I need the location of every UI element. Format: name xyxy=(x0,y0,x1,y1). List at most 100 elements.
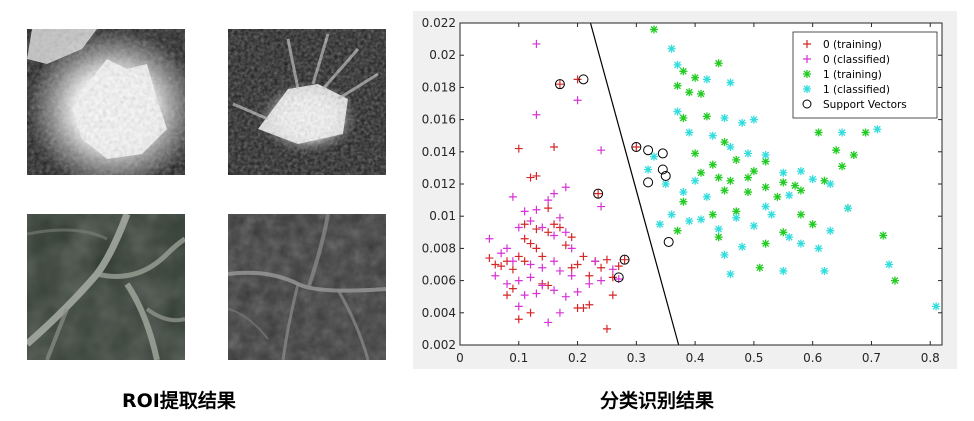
data-point xyxy=(602,324,611,333)
scatter-plot-panel: 0 0.1 0.2 0.3 0.4 0.5 0.6 0.7 0.8 0.002 0.004 0.006… xyxy=(413,11,957,369)
data-point xyxy=(485,254,494,263)
data-point xyxy=(667,44,676,53)
data-point xyxy=(597,202,606,211)
data-point xyxy=(514,144,523,153)
data-point xyxy=(585,300,594,309)
data-point xyxy=(655,220,664,229)
data-point xyxy=(532,39,541,48)
data-point xyxy=(550,257,559,266)
data-point xyxy=(702,75,711,84)
series-1 xyxy=(485,39,623,327)
data-point xyxy=(820,176,829,185)
y-tick-label: 0.008 xyxy=(422,241,456,255)
data-point xyxy=(720,250,729,259)
data-point xyxy=(585,271,594,280)
data-point xyxy=(738,242,747,251)
data-point xyxy=(732,213,741,222)
data-point xyxy=(532,289,541,298)
data-point xyxy=(738,118,747,127)
roi-tile-top-right xyxy=(228,29,386,175)
data-point xyxy=(555,80,564,89)
data-point xyxy=(779,266,788,275)
y-tick-label: 0.016 xyxy=(422,113,456,127)
data-point xyxy=(796,210,805,219)
data-point xyxy=(579,303,588,312)
data-point xyxy=(597,276,606,285)
data-point xyxy=(779,228,788,237)
data-point xyxy=(796,239,805,248)
support-vector-marker xyxy=(578,74,589,85)
legend-marker xyxy=(802,99,812,109)
data-point xyxy=(744,173,753,182)
data-point xyxy=(826,226,835,235)
data-point xyxy=(861,128,870,137)
data-point xyxy=(597,146,606,155)
x-tick-label: 0.5 xyxy=(744,351,763,365)
data-point xyxy=(779,178,788,187)
data-point xyxy=(808,175,817,184)
support-vector-marker xyxy=(554,79,565,90)
roi-image-3 xyxy=(27,214,185,360)
y-tick-label: 0.018 xyxy=(422,80,456,94)
data-point xyxy=(561,292,570,301)
data-point xyxy=(514,315,523,324)
data-point xyxy=(726,176,735,185)
y-tick-label: 0.02 xyxy=(429,48,456,62)
data-point xyxy=(673,60,682,69)
data-point xyxy=(697,215,705,224)
data-point xyxy=(708,210,717,219)
data-point xyxy=(532,244,541,253)
data-point xyxy=(691,149,700,158)
data-point xyxy=(879,231,888,240)
data-point xyxy=(726,142,735,151)
legend-box xyxy=(792,31,938,119)
legend-marker xyxy=(803,55,811,63)
data-point xyxy=(538,263,547,272)
data-point xyxy=(767,210,776,219)
data-point xyxy=(620,255,629,264)
data-point xyxy=(679,188,688,197)
data-point xyxy=(873,125,882,134)
data-point xyxy=(608,273,617,282)
data-point xyxy=(532,171,541,180)
support-vector-marker xyxy=(657,164,668,175)
data-point xyxy=(555,213,564,222)
data-point xyxy=(491,271,500,280)
support-vector-marker xyxy=(663,236,674,247)
data-point xyxy=(761,239,770,248)
data-point xyxy=(508,192,517,201)
scatter-plot: 0 0.1 0.2 0.3 0.4 0.5 0.6 0.7 0.8 0.002 0.004 0.006… xyxy=(422,16,943,365)
data-point xyxy=(708,160,717,169)
data-point xyxy=(526,308,535,317)
data-point xyxy=(514,223,523,232)
data-point xyxy=(744,149,753,158)
y-tick-label: 0.002 xyxy=(422,338,456,352)
data-point xyxy=(573,260,582,269)
legend-label: 1 (training) xyxy=(823,69,882,81)
data-point xyxy=(779,168,788,177)
data-point xyxy=(520,220,529,229)
data-point xyxy=(832,146,841,155)
data-point xyxy=(814,128,823,137)
data-point xyxy=(561,241,570,250)
data-point xyxy=(796,167,805,176)
data-point xyxy=(567,244,576,253)
data-point xyxy=(726,78,735,87)
data-point xyxy=(714,59,723,68)
data-point xyxy=(785,191,794,200)
support-vector-marker xyxy=(643,177,654,188)
data-point xyxy=(679,113,688,122)
data-point xyxy=(550,231,559,240)
data-point xyxy=(485,234,494,243)
roi-image-1 xyxy=(27,29,185,175)
data-point xyxy=(544,318,553,327)
data-point xyxy=(755,263,764,272)
data-point xyxy=(697,168,705,177)
data-point xyxy=(890,276,899,285)
data-point xyxy=(520,291,529,300)
data-point xyxy=(820,266,829,275)
data-point xyxy=(849,151,858,160)
data-point xyxy=(838,162,847,171)
legend-label: 0 (classified) xyxy=(823,54,890,66)
data-point xyxy=(514,276,523,285)
